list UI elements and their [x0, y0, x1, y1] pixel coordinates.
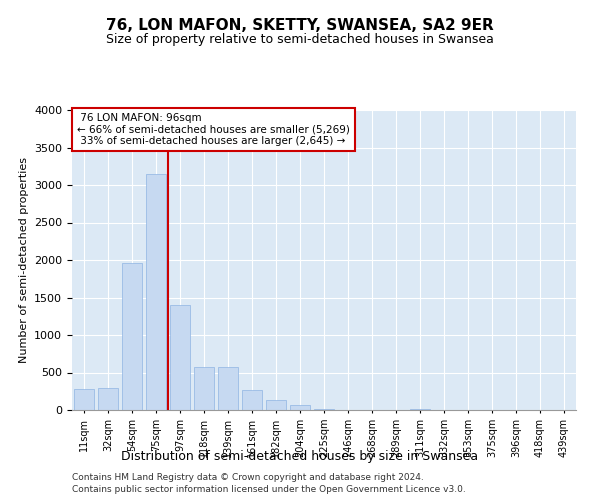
Text: Distribution of semi-detached houses by size in Swansea: Distribution of semi-detached houses by … — [121, 450, 479, 463]
Bar — [266, 400, 286, 410]
Text: Size of property relative to semi-detached houses in Swansea: Size of property relative to semi-detach… — [106, 32, 494, 46]
Bar — [314, 409, 334, 410]
Bar — [122, 263, 142, 410]
Bar — [170, 305, 190, 410]
Bar — [146, 174, 166, 410]
Text: Contains HM Land Registry data © Crown copyright and database right 2024.: Contains HM Land Registry data © Crown c… — [72, 473, 424, 482]
Text: Contains public sector information licensed under the Open Government Licence v3: Contains public sector information licen… — [72, 486, 466, 494]
Bar — [74, 389, 94, 410]
Text: 76 LON MAFON: 96sqm
← 66% of semi-detached houses are smaller (5,269)
 33% of se: 76 LON MAFON: 96sqm ← 66% of semi-detach… — [77, 113, 350, 146]
Text: 76, LON MAFON, SKETTY, SWANSEA, SA2 9ER: 76, LON MAFON, SKETTY, SWANSEA, SA2 9ER — [106, 18, 494, 32]
Y-axis label: Number of semi-detached properties: Number of semi-detached properties — [19, 157, 29, 363]
Bar — [194, 366, 214, 410]
Bar — [290, 405, 310, 410]
Bar — [242, 390, 262, 410]
Bar — [98, 388, 118, 410]
Bar — [218, 367, 238, 410]
